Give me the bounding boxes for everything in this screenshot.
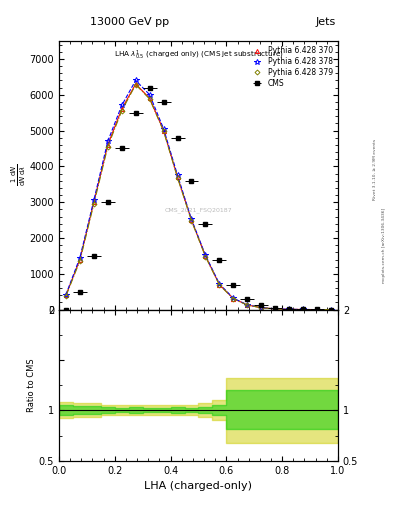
Pythia 6.428 379 <box>301 306 305 312</box>
Pythia 6.428 378 <box>161 125 166 132</box>
Text: LHA $\lambda^1_{0.5}$ (charged only) (CMS jet substructure): LHA $\lambda^1_{0.5}$ (charged only) (CM… <box>114 49 283 62</box>
Pythia 6.428 370 <box>329 307 333 313</box>
Pythia 6.428 378 <box>273 306 277 312</box>
Pythia 6.428 378 <box>315 307 320 313</box>
Pythia 6.428 378 <box>119 102 124 109</box>
Pythia 6.428 379 <box>189 218 194 224</box>
Pythia 6.428 378 <box>301 306 305 312</box>
Pythia 6.428 378 <box>105 138 110 144</box>
Pythia 6.428 379 <box>147 96 152 102</box>
Pythia 6.428 370 <box>231 295 236 302</box>
Pythia 6.428 370 <box>105 142 110 148</box>
Pythia 6.428 378 <box>245 302 250 308</box>
Pythia 6.428 379 <box>231 295 236 302</box>
Pythia 6.428 370 <box>273 306 277 312</box>
Pythia 6.428 370 <box>161 127 166 134</box>
Pythia 6.428 378 <box>147 92 152 98</box>
Pythia 6.428 378 <box>329 307 333 313</box>
Text: 13000 GeV pp: 13000 GeV pp <box>90 16 169 27</box>
Pythia 6.428 378 <box>92 197 96 203</box>
Text: Jets: Jets <box>316 16 336 27</box>
Pythia 6.428 370 <box>189 217 194 223</box>
Pythia 6.428 370 <box>64 292 68 298</box>
Pythia 6.428 379 <box>259 305 264 311</box>
Pythia 6.428 379 <box>105 143 110 150</box>
Pythia 6.428 378 <box>64 291 68 297</box>
Line: Pythia 6.428 370: Pythia 6.428 370 <box>64 82 333 312</box>
Pythia 6.428 370 <box>315 307 320 313</box>
Pythia 6.428 378 <box>189 216 194 222</box>
Pythia 6.428 379 <box>92 201 96 207</box>
Pythia 6.428 378 <box>217 281 222 287</box>
Pythia 6.428 378 <box>175 172 180 178</box>
Text: mcplots.cern.ch [arXiv:1306.3436]: mcplots.cern.ch [arXiv:1306.3436] <box>382 208 386 283</box>
Pythia 6.428 370 <box>147 95 152 101</box>
Y-axis label: $\frac{1}{\mathrm{d}N}\frac{\mathrm{d}N}{\mathrm{d}\lambda}$: $\frac{1}{\mathrm{d}N}\frac{\mathrm{d}N}… <box>10 164 28 186</box>
Pythia 6.428 378 <box>77 254 82 261</box>
Line: Pythia 6.428 378: Pythia 6.428 378 <box>63 78 334 312</box>
Pythia 6.428 379 <box>217 282 222 288</box>
Pythia 6.428 378 <box>287 306 292 312</box>
Text: Rivet 3.1.10, ≥ 2.9M events: Rivet 3.1.10, ≥ 2.9M events <box>373 138 377 200</box>
Pythia 6.428 370 <box>77 257 82 263</box>
Pythia 6.428 378 <box>203 252 208 258</box>
Pythia 6.428 379 <box>245 302 250 308</box>
Pythia 6.428 370 <box>92 199 96 205</box>
Pythia 6.428 378 <box>259 305 264 311</box>
Pythia 6.428 379 <box>175 175 180 181</box>
Pythia 6.428 370 <box>217 282 222 288</box>
Pythia 6.428 378 <box>133 77 138 83</box>
Pythia 6.428 379 <box>273 306 277 312</box>
Pythia 6.428 379 <box>203 253 208 260</box>
Pythia 6.428 379 <box>64 293 68 299</box>
Pythia 6.428 370 <box>287 306 292 312</box>
Pythia 6.428 379 <box>119 108 124 114</box>
Pythia 6.428 379 <box>77 258 82 264</box>
Pythia 6.428 370 <box>203 253 208 259</box>
Text: CMS_2021_FSQ20187: CMS_2021_FSQ20187 <box>165 207 232 213</box>
Pythia 6.428 370 <box>175 174 180 180</box>
Y-axis label: Ratio to CMS: Ratio to CMS <box>27 358 36 412</box>
Line: Pythia 6.428 379: Pythia 6.428 379 <box>64 83 333 311</box>
Legend: Pythia 6.428 370, Pythia 6.428 378, Pythia 6.428 379, CMS: Pythia 6.428 370, Pythia 6.428 378, Pyth… <box>248 45 334 90</box>
Pythia 6.428 370 <box>133 81 138 87</box>
Pythia 6.428 378 <box>231 295 236 301</box>
Pythia 6.428 379 <box>287 306 292 312</box>
Pythia 6.428 379 <box>161 128 166 134</box>
Pythia 6.428 379 <box>315 307 320 313</box>
Pythia 6.428 379 <box>329 307 333 313</box>
Pythia 6.428 379 <box>133 81 138 88</box>
Pythia 6.428 370 <box>259 305 264 311</box>
Pythia 6.428 370 <box>301 306 305 312</box>
Pythia 6.428 370 <box>245 302 250 308</box>
Pythia 6.428 370 <box>119 106 124 112</box>
X-axis label: LHA (charged-only): LHA (charged-only) <box>145 481 252 491</box>
